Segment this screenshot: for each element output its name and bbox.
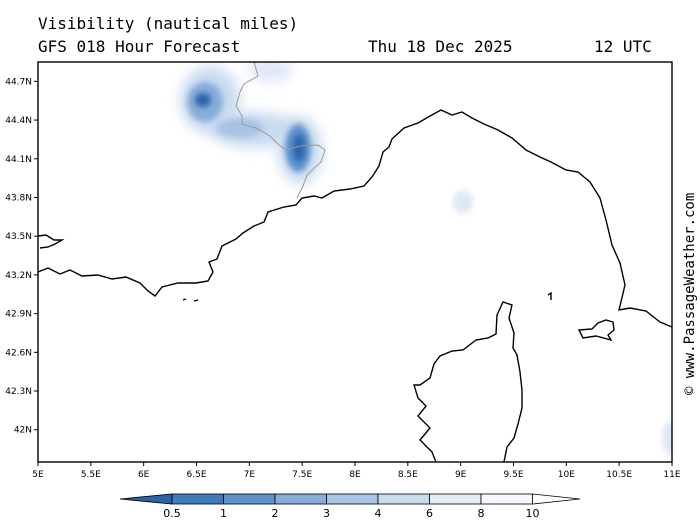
y-tick-label: 42.6N	[5, 348, 32, 358]
legend-swatch	[274, 493, 327, 505]
x-tick-label: 9.5E	[504, 470, 524, 480]
latitude-axis: 44.7N 44.4N 44.1N 43.8N 43.5N 43.2N 42.9N 42.6N…	[5, 77, 38, 436]
x-tick-label: 7E	[244, 470, 256, 480]
y-tick-label: 42.3N	[5, 387, 32, 397]
x-tick-label: 7.5E	[292, 470, 312, 480]
legend-arrow-high	[532, 493, 581, 505]
legend-label: 4	[375, 507, 382, 520]
x-tick-label: 8.5E	[398, 470, 418, 480]
forecast-model: GFS 018 Hour Forecast	[38, 37, 241, 56]
legend-swatch	[171, 493, 224, 505]
legend-label: 8	[478, 507, 485, 520]
x-tick-label: 8E	[349, 470, 361, 480]
y-tick-label: 43.8N	[5, 193, 32, 203]
legend-label: 6	[426, 507, 433, 520]
legend-swatch	[429, 493, 482, 505]
country-border	[235, 62, 326, 199]
x-tick-label: 6.5E	[187, 470, 207, 480]
y-tick-label: 44.7N	[5, 77, 32, 87]
x-tick-label: 5E	[32, 470, 44, 480]
x-tick-label: 10E	[558, 470, 575, 480]
x-tick-label: 5.5E	[81, 470, 101, 480]
y-tick-label: 44.4N	[5, 116, 32, 126]
legend-label: 0.5	[163, 507, 181, 520]
legend-swatch	[326, 493, 379, 505]
visibility-legend: 0.5 1 2 3 4 6 8 10	[119, 493, 581, 520]
legend-label: 1	[220, 507, 227, 520]
legend-label: 3	[323, 507, 330, 520]
legend-arrow-low	[119, 493, 173, 505]
y-tick-label: 43.5N	[5, 232, 32, 242]
credit-text: © www.PassageWeather.com	[682, 193, 698, 395]
x-tick-label: 9E	[455, 470, 467, 480]
legend-swatch	[480, 493, 533, 505]
x-tick-label: 10.5E	[606, 470, 632, 480]
y-tick-label: 42N	[14, 426, 32, 436]
legend-label: 10	[526, 507, 540, 520]
y-tick-label: 44.1N	[5, 155, 32, 165]
y-tick-label: 42.9N	[5, 310, 32, 320]
y-tick-label: 43.2N	[5, 271, 32, 281]
forecast-time: 12 UTC	[594, 37, 652, 56]
forecast-date: Thu 18 Dec 2025	[368, 37, 513, 56]
map-area	[38, 62, 672, 462]
x-tick-label: 6E	[138, 470, 150, 480]
legend-swatch	[223, 493, 276, 505]
legend-label: 2	[272, 507, 279, 520]
coastline	[38, 109, 672, 462]
x-tick-label: 11E	[663, 470, 680, 480]
map-title: Visibility (nautical miles)	[38, 14, 299, 33]
longitude-axis: 5E 5.5E 6E 6.5E 7E 7.5E 8E 8.5E 9E 9.5E 10E 10.5E 11…	[32, 462, 681, 480]
visibility-shading	[180, 62, 672, 456]
legend-swatch	[377, 493, 430, 505]
